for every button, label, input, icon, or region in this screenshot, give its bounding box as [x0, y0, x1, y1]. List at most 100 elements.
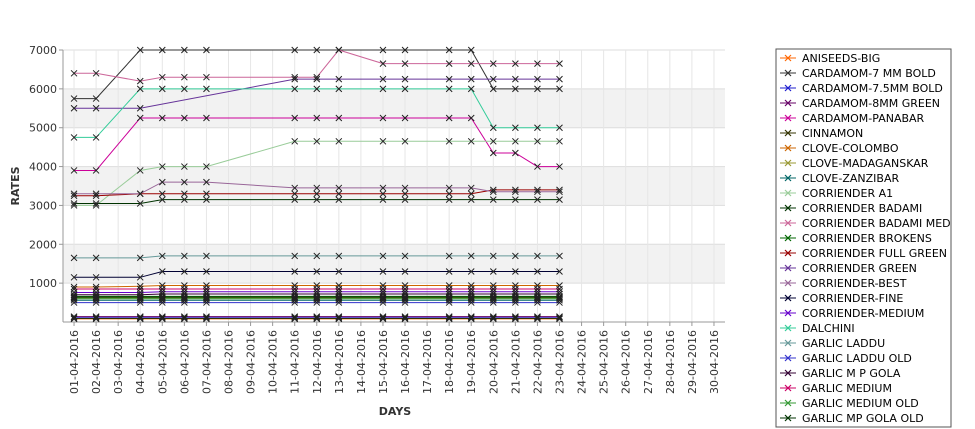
data-point-marker	[313, 268, 321, 275]
data-point-marker	[512, 288, 519, 296]
data-point-marker	[313, 184, 321, 192]
data-point-marker	[489, 293, 497, 301]
data-point-marker	[534, 313, 541, 321]
data-point-marker	[445, 137, 453, 145]
data-point-marker	[335, 288, 343, 296]
legend-swatch-marker	[784, 99, 792, 107]
data-point-marker	[534, 163, 541, 170]
legend-swatch-marker	[784, 414, 792, 422]
x-tick-label: 01-04-2016	[68, 330, 81, 394]
legend-label: CORRIENDER FULL GREEN	[802, 247, 947, 260]
legend-swatch-marker	[784, 249, 792, 257]
data-point-marker	[556, 313, 563, 321]
data-point-marker	[136, 313, 144, 321]
x-tick-label: 27-04-2016	[642, 330, 655, 394]
data-point-marker	[181, 313, 188, 321]
data-point-marker	[401, 75, 409, 83]
data-point-marker	[203, 295, 210, 303]
data-point-marker	[70, 313, 78, 320]
data-point-marker	[379, 137, 387, 145]
data-point-marker	[181, 196, 188, 203]
data-point-marker	[70, 273, 78, 281]
data-point-marker	[401, 313, 409, 321]
data-point-marker	[556, 315, 563, 322]
data-point-marker	[445, 313, 453, 320]
data-point-marker	[291, 85, 299, 93]
data-point-marker	[467, 190, 475, 198]
legend-label: ANISEEDS-BIG	[802, 52, 880, 65]
data-point-marker	[136, 273, 144, 281]
data-point-marker	[136, 77, 144, 85]
grid-band	[63, 244, 725, 284]
data-point-marker	[313, 315, 321, 322]
data-point-marker	[489, 315, 497, 322]
data-point-marker	[489, 186, 497, 194]
data-point-marker	[489, 196, 497, 203]
data-point-marker	[401, 196, 409, 203]
data-point-marker	[445, 114, 453, 122]
data-point-marker	[203, 315, 210, 322]
data-point-marker	[556, 124, 563, 132]
gridlines	[63, 49, 725, 322]
data-point-marker	[181, 178, 188, 186]
data-point-marker	[136, 46, 144, 54]
data-point-marker	[92, 313, 100, 320]
legend-label: CARDAMOM-8MM GREEN	[802, 97, 940, 110]
data-point-marker	[467, 313, 475, 321]
data-point-marker	[489, 85, 497, 93]
data-point-marker	[401, 285, 409, 293]
data-point-marker	[313, 73, 321, 81]
data-point-marker	[556, 186, 563, 194]
data-point-marker	[181, 268, 188, 275]
data-point-marker	[556, 268, 563, 275]
legend-swatch-marker	[784, 324, 792, 332]
data-point-marker	[291, 137, 299, 145]
legend-swatch-marker	[784, 174, 792, 182]
data-point-marker	[92, 167, 100, 174]
grid-band	[63, 166, 725, 206]
data-point-marker	[335, 190, 343, 198]
data-point-marker	[291, 184, 299, 192]
data-point-marker	[534, 295, 541, 303]
data-point-marker	[489, 295, 497, 303]
data-point-marker	[379, 46, 387, 54]
data-point-marker	[203, 268, 210, 275]
legend-swatch-marker	[784, 159, 792, 167]
data-point-marker	[467, 293, 475, 301]
data-point-marker	[534, 137, 541, 145]
data-point-marker	[158, 313, 166, 321]
legend-label: CARDAMOM-7 MM BOLD	[802, 67, 936, 80]
data-point-marker	[467, 184, 475, 192]
data-point-marker	[291, 285, 299, 293]
data-point-marker	[556, 288, 563, 296]
legend-swatch-marker	[784, 84, 792, 92]
data-point-marker	[158, 313, 166, 320]
data-point-marker	[556, 295, 563, 303]
legend-swatch-marker	[784, 309, 792, 317]
legend-swatch-marker	[784, 144, 792, 152]
data-point-marker	[313, 293, 321, 301]
data-point-marker	[181, 252, 188, 260]
data-point-marker	[534, 60, 541, 67]
data-point-marker	[70, 192, 78, 200]
data-point-marker	[181, 295, 188, 303]
data-point-marker	[136, 254, 144, 262]
data-point-marker	[158, 315, 166, 322]
x-tick-label: 14-04-2016	[355, 330, 368, 394]
data-point-marker	[203, 190, 210, 198]
data-point-marker	[379, 190, 387, 198]
data-point-marker	[203, 178, 210, 186]
data-point-marker	[203, 293, 210, 301]
x-tick-label: 24-04-2016	[576, 330, 589, 394]
data-point-marker	[92, 295, 100, 303]
y-tick-label: 7000	[29, 44, 57, 57]
data-point-marker	[401, 293, 409, 301]
data-point-marker	[556, 75, 563, 83]
data-point-marker	[291, 315, 299, 322]
data-point-marker	[512, 149, 519, 157]
legend-label: CORRIENDER A1	[802, 187, 893, 200]
legend-box	[775, 48, 952, 428]
data-point-marker	[512, 75, 519, 83]
data-point-marker	[92, 95, 100, 102]
